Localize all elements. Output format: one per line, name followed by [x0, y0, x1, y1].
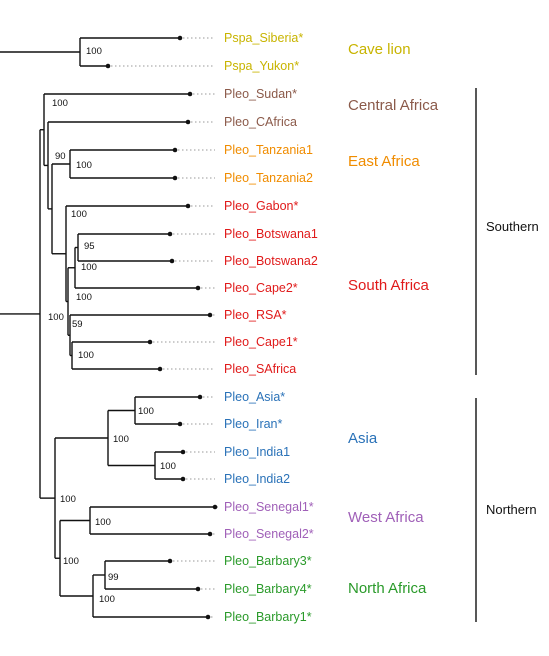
tip-dot [207, 531, 213, 537]
support-value: 100 [113, 434, 129, 445]
support-value: 100 [95, 517, 111, 528]
support-value: 95 [84, 241, 95, 252]
group-label: Asia [348, 430, 378, 447]
tip-dot [169, 258, 175, 264]
leaf-label: Pleo_Gabon* [224, 199, 299, 213]
leaf-label: Pleo_Senegal2* [224, 527, 314, 541]
tip-dot [167, 231, 173, 237]
group-label: South Africa [348, 277, 430, 294]
support-value: 100 [99, 594, 115, 605]
leaf-label: Pleo_Barbary1* [224, 610, 312, 624]
leaf-label: Pleo_Cape1* [224, 335, 298, 349]
leaf-label: Pleo_Barbary3* [224, 554, 312, 568]
support-value: 100 [86, 46, 102, 57]
leaf-label: Pleo_Botswana2 [224, 254, 318, 268]
support-value: 100 [138, 406, 154, 417]
leaf-label: Pleo_India1 [224, 445, 290, 459]
region-label: Northern [486, 502, 537, 517]
tip-dot [105, 63, 111, 69]
leaf-label: Pleo_Asia* [224, 390, 285, 404]
leaf-label: Pleo_India2 [224, 472, 290, 486]
support-value: 100 [81, 262, 97, 273]
support-value: 99 [108, 572, 119, 583]
tip-dot [207, 312, 213, 318]
tip-dot [172, 175, 178, 181]
support-value: 90 [55, 151, 66, 162]
tip-dot [180, 476, 186, 482]
support-value: 100 [60, 494, 76, 505]
region-label: Southern [486, 219, 539, 234]
tip-dot [195, 285, 201, 291]
tip-dot [177, 421, 183, 427]
support-value: 100 [76, 292, 92, 303]
support-value: 100 [71, 209, 87, 220]
support-value: 100 [52, 98, 68, 109]
leaf-label: Pleo_RSA* [224, 308, 287, 322]
tip-dot [157, 366, 163, 372]
leaf-label: Pleo_Tanzania2 [224, 171, 313, 185]
leaf-label: Pleo_SAfrica [224, 362, 296, 376]
group-label: Cave lion [348, 41, 411, 58]
tip-dot [172, 147, 178, 153]
leaf-label: Pleo_CAfrica [224, 115, 297, 129]
support-value: 100 [78, 350, 94, 361]
leaf-label: Pleo_Cape2* [224, 281, 298, 295]
tip-dot [205, 614, 211, 620]
support-value: 59 [72, 319, 83, 330]
leaf-label: Pleo_Barbary4* [224, 582, 312, 596]
tip-dot [185, 119, 191, 125]
leaf-label: Pleo_Senegal1* [224, 500, 314, 514]
leaf-label: Pleo_Botswana1 [224, 227, 318, 241]
leaf-label: Pleo_Sudan* [224, 87, 297, 101]
tip-dot [187, 91, 193, 97]
support-value: 100 [160, 461, 176, 472]
leaf-label: Pleo_Iran* [224, 417, 283, 431]
leaf-label: Pspa_Yukon* [224, 59, 299, 73]
tip-dot [180, 449, 186, 455]
tip-dot [195, 586, 201, 592]
tip-dot [177, 35, 183, 41]
tip-dot [212, 504, 218, 510]
tip-dot [167, 558, 173, 564]
group-label: Central Africa [348, 97, 439, 114]
support-value: 100 [63, 556, 79, 567]
support-value: 100 [76, 160, 92, 171]
leaf-label: Pleo_Tanzania1 [224, 143, 313, 157]
tip-dot [147, 339, 153, 345]
leaf-label: Pspa_Siberia* [224, 31, 303, 45]
group-label: North Africa [348, 580, 427, 597]
support-value: 100 [48, 312, 64, 323]
tip-dot [197, 394, 203, 400]
group-label: West Africa [348, 509, 424, 526]
group-label: East Africa [348, 153, 420, 170]
tip-dot [185, 203, 191, 209]
